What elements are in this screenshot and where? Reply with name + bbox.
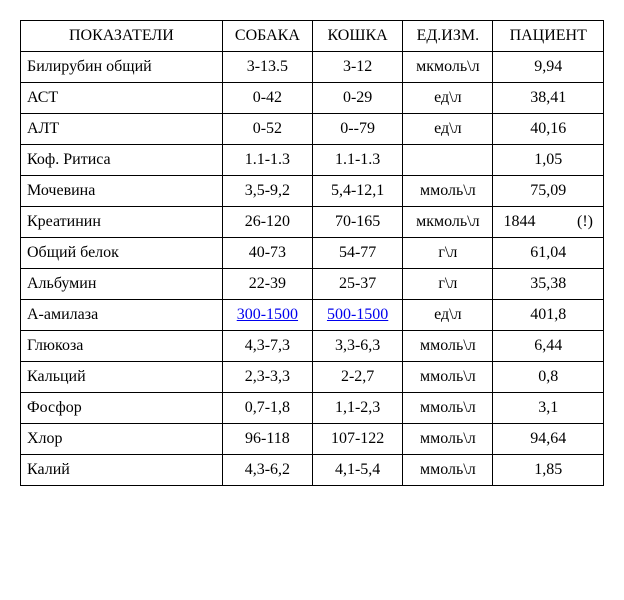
cat-range-cell: 54-77 xyxy=(313,238,403,269)
cat-range-cell: 3-12 xyxy=(313,52,403,83)
cat-range-cell: 2-2,7 xyxy=(313,362,403,393)
indicator-cell: Общий белок xyxy=(21,238,223,269)
col-header-cat: КОШКА xyxy=(313,21,403,52)
patient-cell: 40,16 xyxy=(493,114,604,145)
cat-range-cell: 0-29 xyxy=(313,83,403,114)
indicator-cell: АСТ xyxy=(21,83,223,114)
cat-range-cell: 500-1500 xyxy=(313,300,403,331)
dog-range-cell: 0,7-1,8 xyxy=(222,393,312,424)
indicator-cell: Билирубин общий xyxy=(21,52,223,83)
unit-cell: г\л xyxy=(403,238,493,269)
cat-range-cell: 25-37 xyxy=(313,269,403,300)
cat-range-link[interactable]: 500-1500 xyxy=(327,306,388,323)
patient-cell: 1,05 xyxy=(493,145,604,176)
cat-range-cell: 70-165 xyxy=(313,207,403,238)
patient-cell: 94,64 xyxy=(493,424,604,455)
dog-range-link[interactable]: 300-1500 xyxy=(237,306,298,323)
patient-cell: 3,1 xyxy=(493,393,604,424)
patient-cell: 35,38 xyxy=(493,269,604,300)
dog-range-cell: 1.1-1.3 xyxy=(222,145,312,176)
table-row: А-амилаза 300-1500 500-1500 ед\л401,8 xyxy=(21,300,604,331)
dog-range-cell: 300-1500 xyxy=(222,300,312,331)
unit-cell: г\л xyxy=(403,269,493,300)
dog-range-cell: 22-39 xyxy=(222,269,312,300)
unit-cell: ед\л xyxy=(403,83,493,114)
dog-range-cell: 0-52 xyxy=(222,114,312,145)
dog-range-cell: 96-118 xyxy=(222,424,312,455)
unit-cell: ммоль\л xyxy=(403,331,493,362)
patient-value: 1844 xyxy=(503,213,535,230)
patient-cell: 1,85 xyxy=(493,455,604,486)
unit-cell: ммоль\л xyxy=(403,393,493,424)
dog-range-cell: 3,5-9,2 xyxy=(222,176,312,207)
patient-cell: 0,8 xyxy=(493,362,604,393)
indicator-cell: Фосфор xyxy=(21,393,223,424)
cat-range-cell: 5,4-12,1 xyxy=(313,176,403,207)
unit-cell: ммоль\л xyxy=(403,362,493,393)
indicator-cell: Глюкоза xyxy=(21,331,223,362)
unit-cell: ммоль\л xyxy=(403,455,493,486)
table-row: Кальций2,3-3,32-2,7ммоль\л0,8 xyxy=(21,362,604,393)
cat-range-cell: 107-122 xyxy=(313,424,403,455)
indicator-cell: Коф. Ритиса xyxy=(21,145,223,176)
unit-cell: мкмоль\л xyxy=(403,207,493,238)
dog-range-cell: 26-120 xyxy=(222,207,312,238)
table-header-row: ПОКАЗАТЕЛИ СОБАКА КОШКА ЕД.ИЗМ. ПАЦИЕНТ xyxy=(21,21,604,52)
dog-range-cell: 4,3-6,2 xyxy=(222,455,312,486)
table-row: Калий4,3-6,24,1-5,4ммоль\л1,85 xyxy=(21,455,604,486)
cat-range-cell: 3,3-6,3 xyxy=(313,331,403,362)
cat-range-cell: 1,1-2,3 xyxy=(313,393,403,424)
unit-cell xyxy=(403,145,493,176)
table-row: Билирубин общий3-13.53-12мкмоль\л9,94 xyxy=(21,52,604,83)
patient-flag: (!) xyxy=(577,213,599,231)
indicator-cell: А-амилаза xyxy=(21,300,223,331)
table-row: Коф. Ритиса1.1-1.31.1-1.31,05 xyxy=(21,145,604,176)
table-row: Альбумин22-3925-37г\л35,38 xyxy=(21,269,604,300)
dog-range-cell: 0-42 xyxy=(222,83,312,114)
table-body: Билирубин общий3-13.53-12мкмоль\л9,94АСТ… xyxy=(21,52,604,486)
indicator-cell: АЛТ xyxy=(21,114,223,145)
cat-range-cell: 1.1-1.3 xyxy=(313,145,403,176)
table-row: Фосфор0,7-1,81,1-2,3ммоль\л3,1 xyxy=(21,393,604,424)
dog-range-cell: 40-73 xyxy=(222,238,312,269)
unit-cell: ед\л xyxy=(403,300,493,331)
dog-range-cell: 4,3-7,3 xyxy=(222,331,312,362)
cat-range-cell: 0--79 xyxy=(313,114,403,145)
table-row: Глюкоза4,3-7,33,3-6,3ммоль\л6,44 xyxy=(21,331,604,362)
biochem-table: ПОКАЗАТЕЛИ СОБАКА КОШКА ЕД.ИЗМ. ПАЦИЕНТ … xyxy=(20,20,604,486)
indicator-cell: Мочевина xyxy=(21,176,223,207)
dog-range-cell: 3-13.5 xyxy=(222,52,312,83)
cat-range-cell: 4,1-5,4 xyxy=(313,455,403,486)
indicator-cell: Креатинин xyxy=(21,207,223,238)
indicator-cell: Хлор xyxy=(21,424,223,455)
indicator-cell: Калий xyxy=(21,455,223,486)
patient-cell: 75,09 xyxy=(493,176,604,207)
patient-cell: 401,8 xyxy=(493,300,604,331)
col-header-indicator: ПОКАЗАТЕЛИ xyxy=(21,21,223,52)
table-row: Общий белок40-7354-77г\л61,04 xyxy=(21,238,604,269)
unit-cell: ммоль\л xyxy=(403,176,493,207)
indicator-cell: Альбумин xyxy=(21,269,223,300)
patient-cell: 38,41 xyxy=(493,83,604,114)
col-header-dog: СОБАКА xyxy=(222,21,312,52)
dog-range-cell: 2,3-3,3 xyxy=(222,362,312,393)
col-header-unit: ЕД.ИЗМ. xyxy=(403,21,493,52)
unit-cell: мкмоль\л xyxy=(403,52,493,83)
patient-cell: 9,94 xyxy=(493,52,604,83)
patient-cell: 61,04 xyxy=(493,238,604,269)
col-header-patient: ПАЦИЕНТ xyxy=(493,21,604,52)
patient-cell: 1844 (!) xyxy=(493,207,604,238)
table-row: Креатинин26-12070-165мкмоль\л 1844 (!) xyxy=(21,207,604,238)
table-row: Мочевина3,5-9,25,4-12,1ммоль\л75,09 xyxy=(21,176,604,207)
unit-cell: ед\л xyxy=(403,114,493,145)
indicator-cell: Кальций xyxy=(21,362,223,393)
table-row: АЛТ0-520--79ед\л40,16 xyxy=(21,114,604,145)
table-row: АСТ0-420-29ед\л38,41 xyxy=(21,83,604,114)
unit-cell: ммоль\л xyxy=(403,424,493,455)
patient-cell: 6,44 xyxy=(493,331,604,362)
table-row: Хлор96-118107-122ммоль\л94,64 xyxy=(21,424,604,455)
